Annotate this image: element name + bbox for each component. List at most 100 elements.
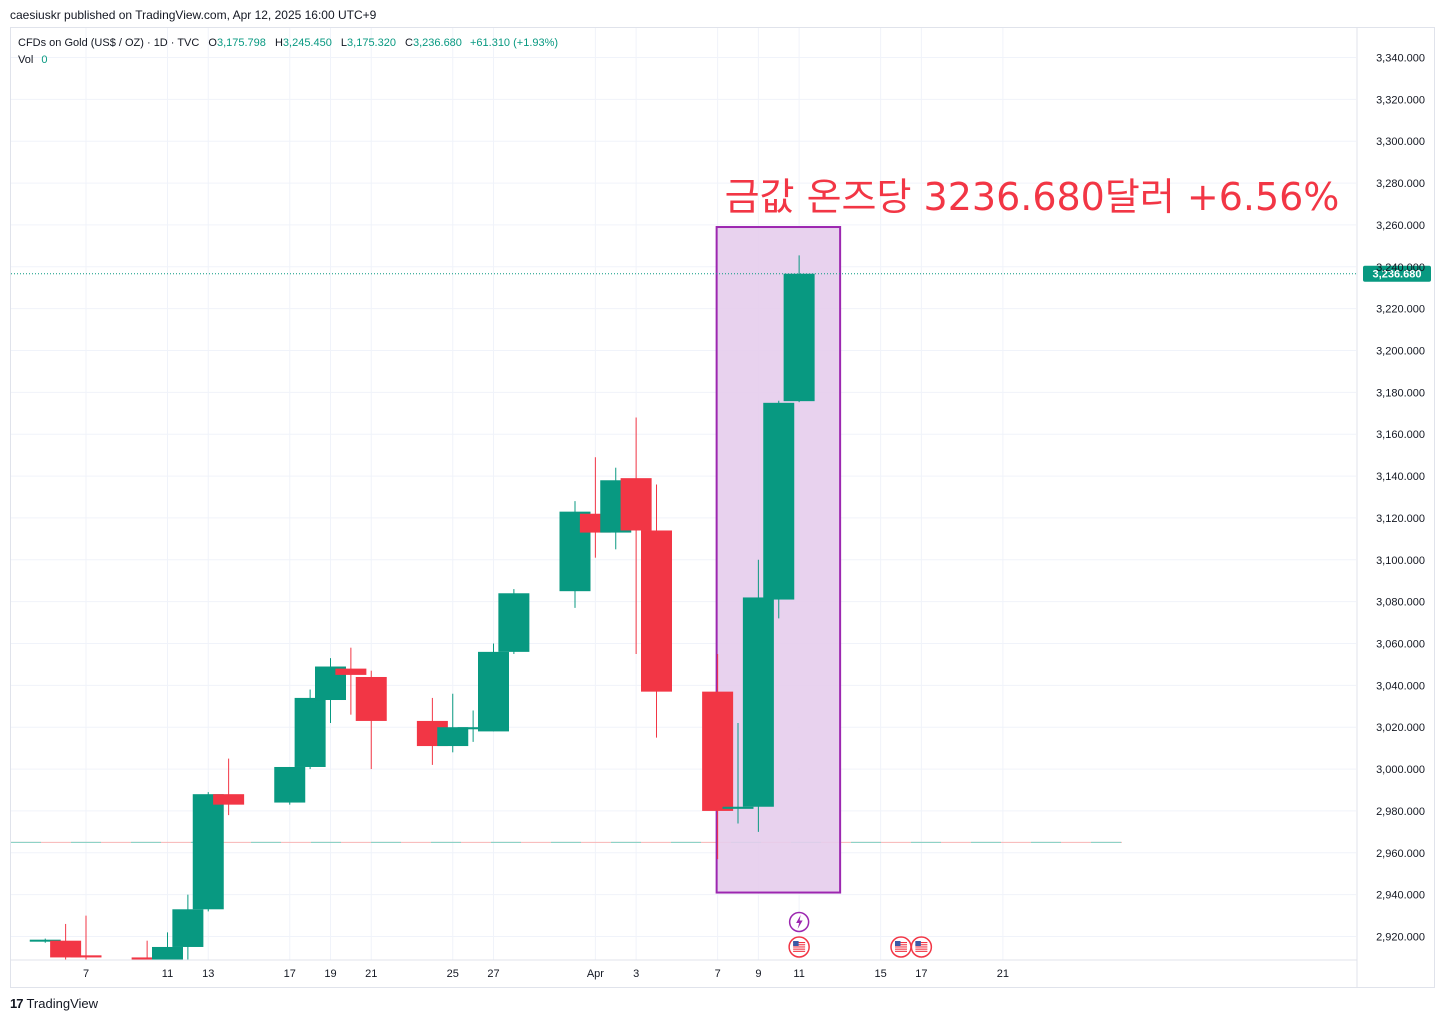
flag-stripe [915,950,928,952]
open-label: O [208,37,217,49]
candle-body [742,597,774,807]
price-tick-label: 3,040.000 [1376,680,1425,692]
candle [131,940,163,960]
candle [192,792,224,912]
last-price-tag-label: 3,236.680 [1373,269,1422,281]
chart-frame [10,27,1435,988]
price-tick-label: 3,340.000 [1376,53,1425,65]
candle-body [192,794,224,910]
high-value: 3,245.450 [282,37,332,49]
candle-body [783,273,815,402]
candle-body [702,691,734,811]
candle-body [620,478,652,531]
candle-body [50,940,82,958]
candle [50,923,82,960]
candle-body [478,651,509,732]
us-flag-event-icon [890,936,912,958]
footer-branding[interactable]: 17 TradingView [10,996,98,1011]
flag-stripe [895,944,907,946]
price-tick-label: 3,000.000 [1376,764,1425,776]
candle [702,653,734,860]
candle [641,484,672,738]
time-tick-label: 27 [487,968,499,980]
price-tick-label: 2,960.000 [1376,848,1425,860]
price-tick-label: 3,320.000 [1376,94,1425,106]
annotation-text: 금값 온즈당 3236.680달러 +6.56% [725,175,1340,219]
open-value: 3,175.798 [216,37,266,49]
candle [274,766,306,805]
volume-label[interactable]: Vol [18,54,34,66]
time-tick-label: 21 [997,968,1009,980]
candle-body [457,727,489,730]
candle-body [70,955,102,958]
chart-legend: CFDs on Gold (US$ / OZ) · 1D · TVC O3,17… [18,35,558,69]
time-tick-label: 11 [793,968,804,980]
change-value: +61.310 (+1.93%) [469,37,559,49]
symbol-description[interactable]: CFDs on Gold (US$ / OZ) · 1D · TVC [18,37,200,49]
price-tick-label: 3,300.000 [1376,136,1425,148]
flag-stripe [915,948,928,950]
time-tick-label: 7 [83,968,89,980]
candle-body [152,946,183,960]
lightning-bolt [796,915,803,929]
candle [437,693,469,753]
price-tick-label: 3,140.000 [1376,471,1425,483]
last-price-line: 3,236.680 [11,265,1431,282]
candle [172,894,204,960]
event-markers [788,911,933,958]
candle-body [213,794,245,805]
candle [620,417,652,654]
price-tick-label: 3,200.000 [1376,346,1425,358]
price-tick-label: 2,940.000 [1376,890,1425,902]
time-tick-label: 17 [915,968,927,980]
time-tick-label: 15 [875,968,887,980]
candle [70,915,102,960]
time-tick-label: 19 [324,968,336,980]
flag-canton [895,941,901,946]
low-label: L [340,37,348,49]
us-flag-event-icon [788,936,810,958]
price-tick-label: 3,220.000 [1376,304,1425,316]
time-tick-label: Apr [587,968,604,980]
high-label: H [274,37,283,49]
candle-body [722,806,754,809]
candle [783,255,815,403]
candle-body [498,593,530,652]
price-tick-label: 3,060.000 [1376,639,1425,651]
price-tick-label: 3,160.000 [1376,429,1425,441]
flag-stripe [793,950,806,952]
price-tick-label: 3,120.000 [1376,513,1425,525]
volume-value: 0 [41,54,48,66]
candles [29,255,815,960]
candle-body [355,676,387,721]
time-tick-label: 13 [202,968,214,980]
candle [498,589,530,654]
flag-stripe [895,946,907,948]
price-tick-label: 3,280.000 [1376,178,1425,190]
candle [335,647,367,715]
price-tick-label: 3,260.000 [1376,220,1425,232]
time-tick-label: 11 [162,968,173,980]
flag-stripe [895,948,907,950]
price-tick-label: 3,180.000 [1376,387,1425,399]
flag-canton [915,941,921,946]
price-tick-label: 3,100.000 [1376,555,1425,567]
candle [29,938,61,943]
time-tick-label: 7 [715,968,721,980]
flag-stripe [895,942,907,944]
flag-canton [793,941,799,946]
price-tick-label: 3,080.000 [1376,597,1425,609]
tradingview-wordmark: TradingView [26,996,99,1011]
last-price-tag [1363,265,1431,282]
candle [294,689,326,770]
tradingview-logo-icon: 17 [10,996,24,1011]
published-line: caesiuskr published on TradingView.com, … [10,8,377,22]
time-tick-label: 3 [633,968,639,980]
flag-stripe [793,942,806,944]
price-tick-label: 3,020.000 [1376,722,1425,734]
candle [763,400,795,619]
flag-stripe [915,946,928,948]
candle-body [274,766,306,803]
flag-stripe [915,944,928,946]
